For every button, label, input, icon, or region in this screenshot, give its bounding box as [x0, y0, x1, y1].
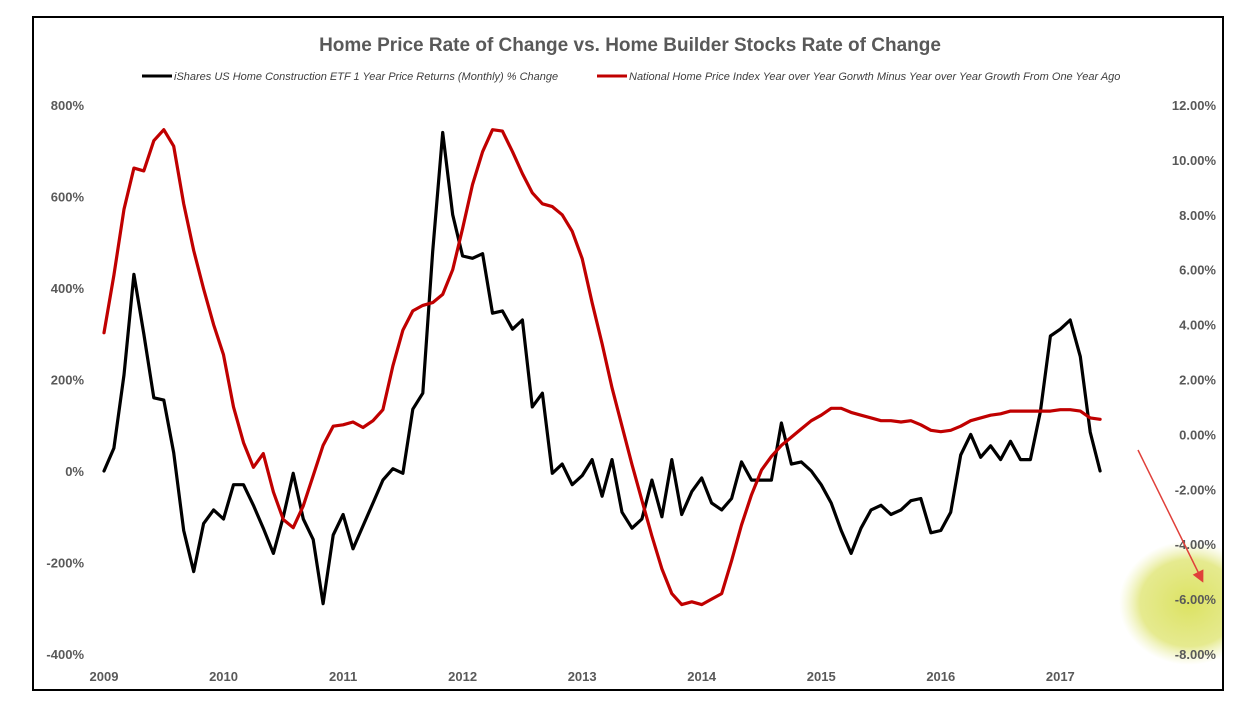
y-right-tick-label: 8.00%	[1179, 208, 1216, 223]
y-right-tick-label: 10.00%	[1172, 153, 1217, 168]
chart-svg: Home Price Rate of Change vs. Home Build…	[46, 35, 1222, 684]
y-right-tick-label: -4.00%	[1175, 537, 1217, 552]
series-line-etf	[102, 130, 1102, 606]
series-line-hpi	[102, 128, 1102, 607]
x-tick-label: 2010	[209, 669, 238, 684]
y-left-tick-label: 0%	[65, 464, 84, 479]
x-tick-label: 2017	[1046, 669, 1075, 684]
y-left-tick-label: -400%	[46, 647, 84, 662]
y-left-tick-label: 400%	[51, 281, 85, 296]
x-tick-label: 2015	[807, 669, 836, 684]
legend: iShares US Home Construction ETF 1 Year …	[142, 71, 1120, 83]
y-right-tick-label: 4.00%	[1179, 318, 1216, 333]
y-right-tick-label: -2.00%	[1175, 482, 1217, 497]
y-right-tick-label: -6.00%	[1175, 592, 1217, 607]
y-right-tick-label: 2.00%	[1179, 373, 1216, 388]
series-lines	[102, 128, 1102, 607]
y-right-tick-label: 0.00%	[1179, 427, 1216, 442]
y-left-tick-label: 800%	[51, 98, 85, 113]
x-tick-label: 2016	[926, 669, 955, 684]
y-left-tick-label: 200%	[51, 373, 85, 388]
x-tick-label: 2014	[687, 669, 717, 684]
legend-label-hpi: National Home Price Index Year over Year…	[629, 71, 1120, 83]
y-right-axis: 12.00% 10.00% 8.00% 6.00% 4.00% 2.00% 0.00% -2.…	[1172, 98, 1217, 662]
y-left-axis: 800% 600% 400% 200% 0% -200% -400%	[46, 98, 84, 662]
y-left-tick-label: 600%	[51, 190, 85, 205]
y-right-tick-label: 12.00%	[1172, 98, 1217, 113]
y-left-tick-label: -200%	[46, 556, 84, 571]
x-tick-label: 2009	[90, 669, 119, 684]
y-right-tick-label: 6.00%	[1179, 263, 1216, 278]
x-tick-label: 2012	[448, 669, 477, 684]
annotation-arrow	[1137, 449, 1204, 583]
x-tick-label: 2013	[568, 669, 597, 684]
legend-label-etf: iShares US Home Construction ETF 1 Year …	[174, 71, 558, 83]
chart-frame: Home Price Rate of Change vs. Home Build…	[32, 16, 1224, 691]
y-right-tick-label: -8.00%	[1175, 647, 1217, 662]
x-axis: 2009 2010 2011 2012 2013 2014 2015 2016 2017	[90, 669, 1075, 684]
x-tick-label: 2011	[329, 669, 357, 684]
chart-title: Home Price Rate of Change vs. Home Build…	[319, 35, 941, 56]
